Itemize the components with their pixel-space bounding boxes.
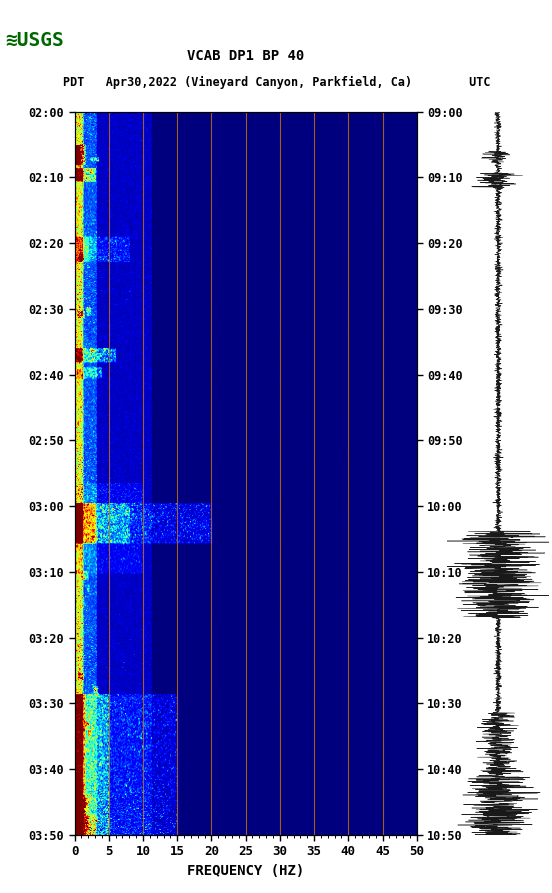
X-axis label: FREQUENCY (HZ): FREQUENCY (HZ) <box>187 864 304 878</box>
Text: VCAB DP1 BP 40: VCAB DP1 BP 40 <box>187 48 304 63</box>
Text: PDT   Apr30,2022 (Vineyard Canyon, Parkfield, Ca)        UTC: PDT Apr30,2022 (Vineyard Canyon, Parkfie… <box>63 76 491 89</box>
Text: ≋USGS: ≋USGS <box>6 31 64 50</box>
